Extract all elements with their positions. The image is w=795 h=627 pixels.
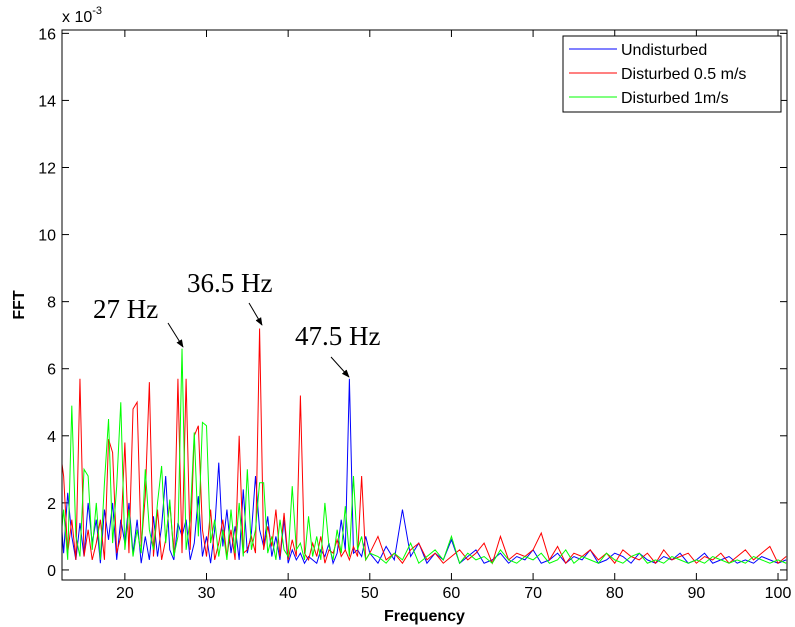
x-axis-label: Frequency <box>384 608 465 625</box>
x-tick-label: 50 <box>361 585 379 602</box>
y-tick-label: 14 <box>38 93 56 110</box>
plot-lines <box>62 328 787 565</box>
data-line <box>62 378 787 565</box>
x-tick-label: 90 <box>687 585 705 602</box>
legend-label: Undisturbed <box>621 42 707 59</box>
x-tick-label: 60 <box>443 585 461 602</box>
y-multiplier: x 10-3 <box>62 5 102 26</box>
y-tick-label: 10 <box>38 228 56 245</box>
annotation: 36.5 Hz <box>187 268 272 298</box>
x-tick-label: 20 <box>116 585 134 602</box>
multiplier-base: x 10 <box>62 9 92 26</box>
x-tick-label: 70 <box>524 585 542 602</box>
annotation-arrow <box>330 356 350 378</box>
legend-label: Disturbed 0.5 m/s <box>621 66 746 83</box>
y-tick-label: 0 <box>47 563 56 580</box>
x-tick-label: 80 <box>606 585 624 602</box>
axes-box <box>61 29 788 581</box>
y-tick-label: 16 <box>38 26 56 43</box>
annotation: 47.5 Hz <box>295 321 380 351</box>
legend-label: Disturbed 1m/s <box>621 90 729 107</box>
y-axis-label: FFT <box>11 290 28 320</box>
x-tick-label: 30 <box>198 585 216 602</box>
y-tick-label: 12 <box>38 161 56 178</box>
x-tick-label: 100 <box>765 585 792 602</box>
y-tick-label: 4 <box>47 429 56 446</box>
annotation-arrow <box>248 302 263 326</box>
y-tick-label: 8 <box>47 295 56 312</box>
multiplier-exponent: -3 <box>92 5 102 17</box>
data-line <box>62 348 787 565</box>
annotation-arrow <box>167 322 184 348</box>
y-tick-label: 2 <box>47 496 56 513</box>
y-tick-label: 6 <box>47 362 56 379</box>
x-tick-label: 40 <box>279 585 297 602</box>
annotation: 27 Hz <box>93 294 158 324</box>
